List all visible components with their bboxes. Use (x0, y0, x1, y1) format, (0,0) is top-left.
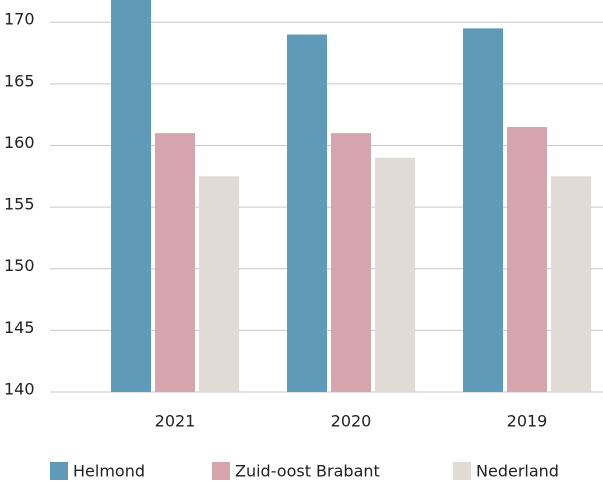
legend-label: Helmond (73, 462, 145, 481)
y-tick-label: 165 (4, 71, 35, 90)
legend-swatch (453, 462, 471, 480)
bar (111, 0, 151, 392)
y-tick-label: 170 (4, 10, 35, 29)
y-tick-label: 140 (4, 380, 35, 399)
bar (331, 133, 371, 392)
legend-swatch (212, 462, 230, 480)
legend-swatch (50, 462, 68, 480)
y-tick-label: 150 (4, 256, 35, 275)
x-tick-label: 2020 (331, 412, 372, 431)
legend-label: Zuid-oost Brabant (235, 462, 380, 481)
y-tick-label: 155 (4, 195, 35, 214)
bar (463, 28, 503, 392)
legend-label: Nederland (476, 462, 559, 481)
x-tick-label: 2021 (155, 412, 196, 431)
bar (155, 133, 195, 392)
bar (375, 157, 415, 392)
y-tick-label: 145 (4, 318, 35, 337)
bar (199, 176, 239, 392)
y-tick-label: 160 (4, 133, 35, 152)
bar (507, 126, 547, 392)
bars (111, 0, 591, 392)
bar (551, 176, 591, 392)
x-tick-label: 2019 (507, 412, 548, 431)
bar (287, 34, 327, 392)
